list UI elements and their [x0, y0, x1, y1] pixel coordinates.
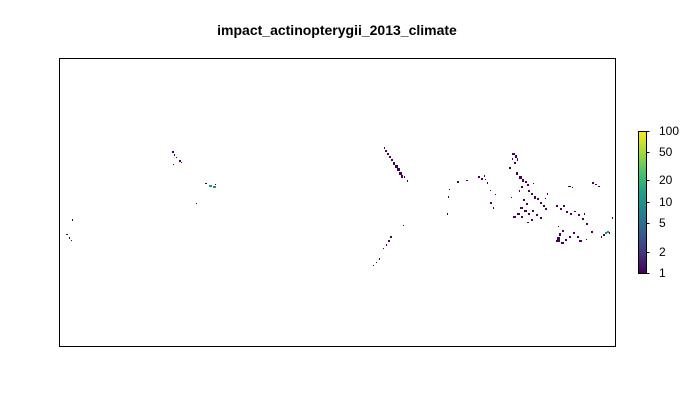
legend-tick-label-1: 1 [659, 266, 666, 280]
legend-tick-label-10: 10 [659, 195, 673, 209]
raster-cluster-west [66, 219, 73, 241]
color-legend-ticks [646, 131, 650, 274]
legend-tick-label-100: 100 [659, 124, 679, 138]
plot-frame [59, 58, 616, 347]
map-title: impact_actinopterygii_2013_climate [217, 22, 457, 38]
raster-cluster-east-a [478, 175, 496, 209]
color-legend: 100 50 20 10 5 2 1 [638, 124, 679, 280]
raster-cluster-nz [384, 147, 408, 182]
raster-cluster-east-c [556, 182, 613, 244]
raster-cluster-hawaii [172, 151, 182, 165]
legend-tick-label-5: 5 [659, 216, 666, 230]
legend-tick-label-20: 20 [659, 173, 673, 187]
raster-cluster-east-b [509, 153, 548, 223]
raster-cluster-teal [196, 183, 216, 204]
legend-tick-label-2: 2 [659, 245, 666, 259]
raster-cluster-south [373, 225, 404, 266]
raster-cluster-mid [447, 180, 468, 215]
raster-layer [66, 147, 613, 266]
legend-tick-label-50: 50 [659, 145, 673, 159]
color-legend-bar [638, 131, 647, 274]
